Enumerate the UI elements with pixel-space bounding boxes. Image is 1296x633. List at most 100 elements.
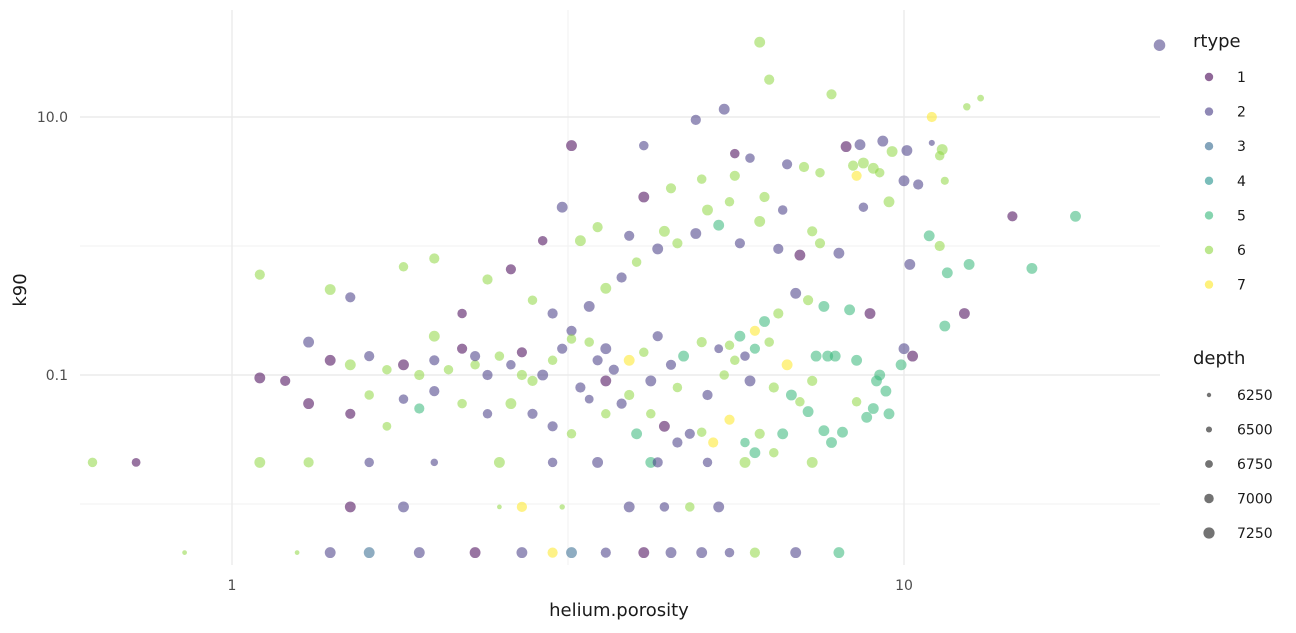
- data-point: [818, 425, 830, 437]
- data-point: [696, 174, 707, 184]
- data-point: [833, 547, 845, 559]
- data-point: [822, 350, 834, 362]
- data-point: [815, 167, 825, 178]
- data-point: [702, 457, 713, 468]
- data-point: [516, 369, 527, 381]
- legend-color-key: [1204, 211, 1214, 220]
- data-point: [790, 547, 802, 559]
- data-point: [429, 355, 440, 366]
- data-point: [807, 226, 818, 237]
- grid-layer: [80, 10, 1160, 565]
- data-point: [482, 369, 493, 381]
- data-point: [848, 160, 859, 171]
- data-point: [457, 308, 467, 319]
- data-point: [652, 331, 663, 342]
- data-point: [768, 382, 779, 393]
- data-point: [482, 274, 493, 285]
- data-point: [616, 398, 627, 409]
- data-point: [690, 114, 701, 125]
- legend-color-label: 3: [1237, 139, 1246, 155]
- data-point: [708, 437, 719, 448]
- data-point: [934, 240, 945, 252]
- data-point: [665, 359, 677, 370]
- data-point: [901, 145, 913, 156]
- data-point: [566, 325, 577, 336]
- data-point: [928, 139, 935, 146]
- data-point: [398, 359, 409, 371]
- legend-color-label: 2: [1237, 105, 1246, 121]
- legend-color-label: 7: [1237, 278, 1246, 294]
- data-point: [547, 308, 558, 319]
- data-point: [382, 421, 392, 431]
- data-point: [764, 74, 775, 85]
- legend-size-label: 6500: [1237, 423, 1273, 439]
- data-point: [940, 176, 949, 185]
- data-point: [714, 344, 724, 354]
- data-point: [826, 437, 837, 448]
- data-point: [833, 247, 845, 259]
- data-point: [566, 429, 577, 439]
- data-point: [566, 334, 577, 344]
- data-point: [505, 264, 516, 275]
- data-point: [527, 375, 538, 386]
- y-axis-title: k90: [10, 273, 31, 306]
- data-point: [684, 428, 695, 439]
- y-tick-label: 0.1: [46, 368, 68, 384]
- data-point: [963, 103, 971, 111]
- data-point: [87, 457, 98, 468]
- data-point: [713, 219, 725, 231]
- data-point: [557, 343, 568, 354]
- legend-color-label: 1: [1237, 70, 1246, 86]
- data-point: [806, 456, 818, 468]
- data-point: [254, 456, 266, 468]
- data-point: [652, 457, 663, 468]
- data-point: [303, 398, 315, 410]
- data-point: [574, 235, 586, 247]
- data-point: [527, 295, 538, 305]
- data-point: [616, 272, 627, 283]
- data-point: [724, 414, 735, 425]
- data-point: [600, 343, 612, 355]
- data-point: [364, 457, 374, 468]
- data-point: [592, 222, 603, 233]
- data-point: [537, 235, 548, 246]
- data-point: [672, 382, 683, 393]
- data-point: [883, 408, 895, 420]
- data-point: [470, 360, 480, 370]
- data-point: [724, 197, 735, 207]
- data-point: [469, 547, 481, 559]
- data-point: [457, 343, 468, 354]
- data-point: [414, 403, 425, 414]
- data-point: [639, 347, 649, 358]
- data-point: [923, 230, 935, 242]
- data-point: [744, 375, 756, 387]
- data-point: [1007, 211, 1018, 222]
- data-point: [413, 547, 425, 559]
- data-point: [734, 238, 745, 249]
- data-point: [672, 238, 683, 249]
- data-point: [867, 403, 879, 414]
- data-point: [600, 375, 612, 387]
- data-point: [631, 257, 642, 267]
- data-point: [895, 359, 907, 371]
- data-point: [934, 151, 945, 161]
- data-point: [584, 337, 594, 347]
- data-point: [592, 355, 603, 366]
- data-point: [398, 394, 409, 404]
- data-point: [457, 398, 467, 409]
- data-point: [861, 411, 873, 423]
- data-point: [883, 196, 895, 208]
- data-point: [807, 375, 818, 386]
- legend-color-key: [1204, 245, 1214, 255]
- data-point: [740, 437, 750, 448]
- data-point: [497, 504, 502, 510]
- data-point: [939, 320, 951, 332]
- data-point: [690, 228, 702, 239]
- data-point: [584, 394, 594, 404]
- data-point: [1070, 210, 1081, 222]
- data-point: [280, 375, 291, 386]
- data-point: [904, 258, 916, 270]
- data-point: [782, 159, 793, 170]
- data-point: [851, 397, 862, 407]
